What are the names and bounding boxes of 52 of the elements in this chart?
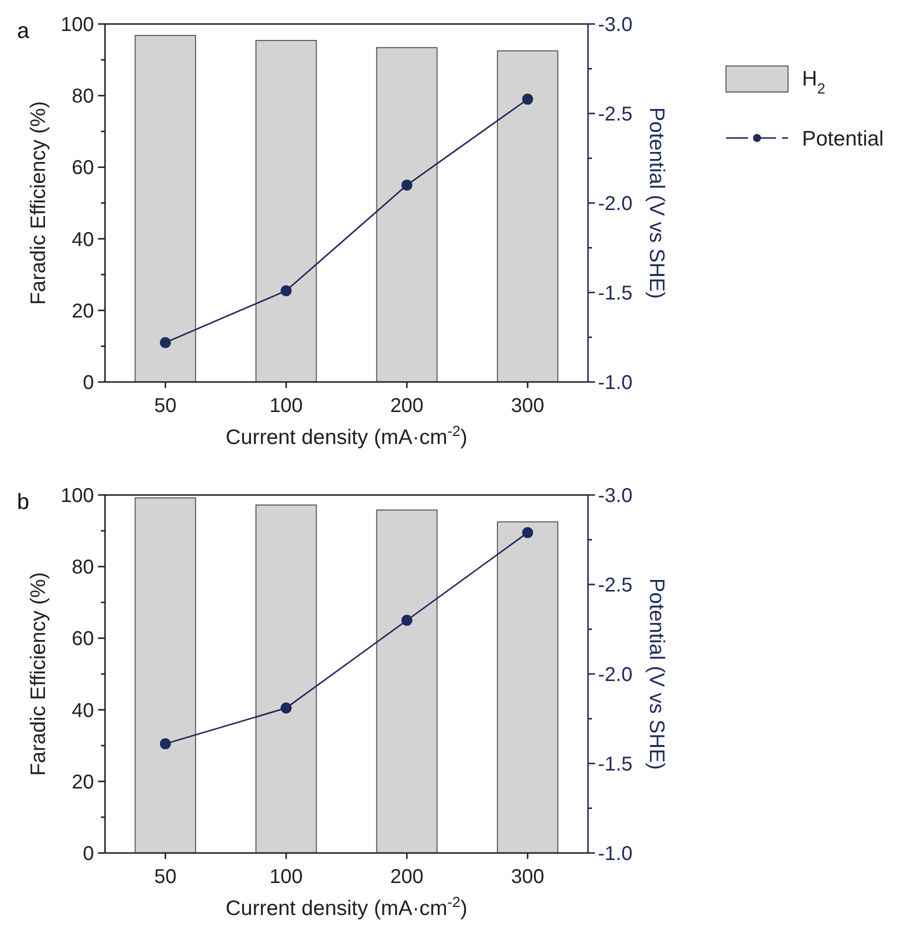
y-tick-label: 0	[82, 843, 94, 865]
y-axis-title: Faradic Efficiency (%)	[27, 101, 50, 305]
point	[160, 738, 171, 750]
point	[401, 614, 412, 626]
point	[401, 180, 412, 191]
bar	[376, 510, 438, 854]
y-tick-label: 60	[72, 628, 94, 650]
x-axis-title: Current density (mA·cm$^{-2}$)	[226, 424, 468, 449]
legend-label: H$_{2}$	[802, 67, 826, 98]
bar	[496, 521, 558, 854]
x-tick-label: 50	[154, 395, 176, 417]
point	[280, 285, 292, 296]
y-tick-label: 60	[72, 157, 94, 180]
y2-tick-label: -2.0	[598, 193, 632, 215]
chart-title: b	[17, 489, 30, 514]
y-axis-title: Faradic Efficiency (%)	[27, 572, 50, 776]
point	[522, 94, 534, 105]
x-tick-label: 200	[390, 866, 424, 888]
legend-label: Potential	[802, 127, 884, 150]
point	[280, 702, 292, 714]
y-tick-label: 40	[72, 700, 94, 722]
y-tick-label: 80	[72, 556, 94, 579]
y2-tick-label: -3.0	[598, 14, 632, 36]
x-tick-label: 200	[390, 395, 424, 417]
x-tick-label: 50	[154, 866, 176, 888]
x-tick-label: 300	[510, 866, 544, 888]
y2-tick-label: -2.0	[598, 664, 632, 686]
point	[522, 527, 534, 538]
y-tick-label: 100	[60, 485, 94, 507]
y2-tick-label: -3.0	[598, 485, 632, 507]
x-tick-label: 100	[269, 866, 303, 888]
y2-axis-title: Potential (V vs SHE)	[645, 107, 668, 299]
y-tick-label: 0	[82, 372, 94, 394]
y2-tick-label: -2.5	[598, 574, 632, 596]
y2-tick-label: -1.0	[598, 372, 632, 394]
chart-title: a	[17, 18, 30, 43]
y-tick-label: 20	[72, 771, 94, 794]
y2-tick-label: -1.5	[598, 282, 632, 304]
y-tick-label: 40	[72, 228, 94, 251]
x-tick-label: 100	[269, 395, 303, 417]
bar	[134, 497, 196, 854]
x-tick-label: 300	[510, 395, 544, 417]
bar	[255, 504, 317, 854]
y-tick-label: 100	[60, 14, 94, 36]
y2-axis-title: Potential (V vs SHE)	[645, 578, 668, 770]
point	[160, 337, 171, 348]
y2-tick-label: -2.5	[598, 104, 632, 126]
y2-tick-label: -1.0	[598, 843, 632, 865]
y2-tick-label: -1.5	[598, 754, 632, 776]
y-tick-label: 20	[72, 300, 94, 322]
y-tick-label: 80	[72, 86, 94, 108]
x-axis-title: Current density (mA·cm$^{-2}$)	[226, 895, 468, 920]
